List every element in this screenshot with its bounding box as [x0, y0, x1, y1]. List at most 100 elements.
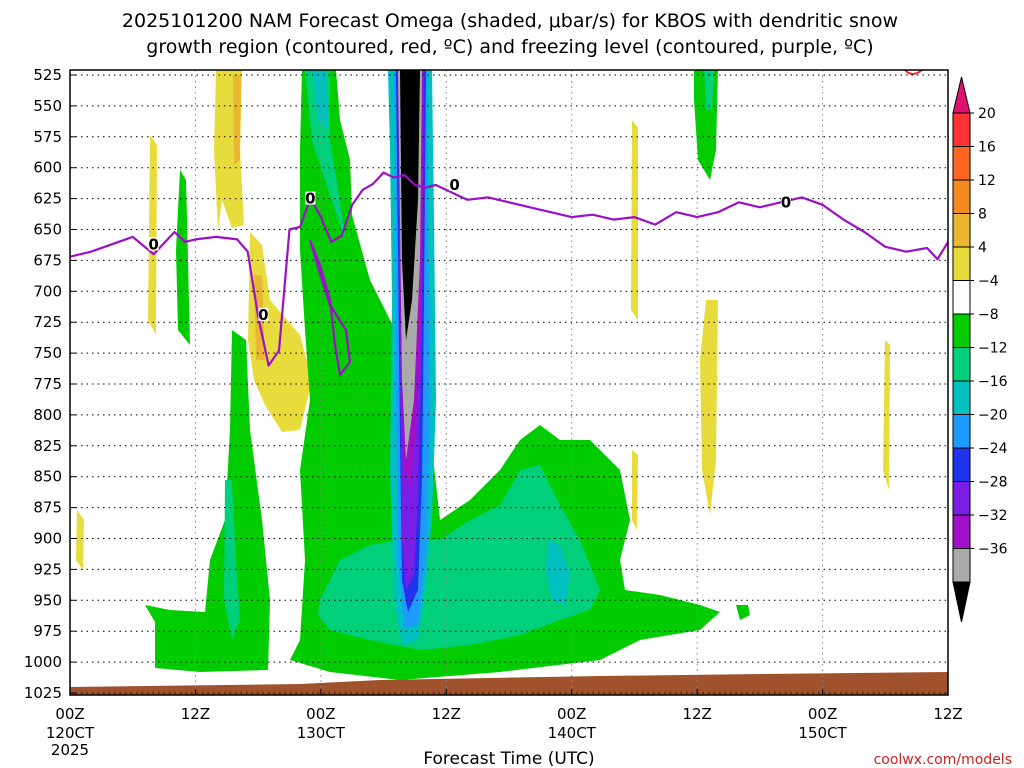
colorbar-swatch	[952, 179, 971, 214]
x-tick-date: 140CT	[548, 724, 597, 742]
y-tick-label: 625	[33, 190, 62, 208]
colorbar-label: −4	[978, 274, 999, 290]
colorbar-swatch	[952, 313, 971, 348]
x-tick-label: 12Z	[933, 705, 962, 723]
x-tick-date: 150CT	[798, 724, 847, 742]
y-tick-label: 775	[33, 375, 62, 393]
omega-teal-green-region	[318, 465, 600, 650]
x-tick-label: 12Z	[682, 705, 711, 723]
omega-teal-green-region	[305, 70, 345, 240]
y-tick-label: 800	[33, 406, 62, 424]
chart-title-line-2: growth region (contoured, red, ºC) and f…	[146, 36, 873, 58]
dgz-contour	[904, 70, 923, 75]
y-tick-label: 700	[33, 282, 62, 300]
freezing-level-label-bg	[780, 195, 791, 209]
colorbar-swatch	[952, 280, 971, 315]
colorbar-swatch	[952, 347, 971, 382]
freezing-level-label: 0	[781, 193, 791, 211]
x-tick-label: 00Z	[808, 705, 837, 723]
plot-frame	[69, 69, 949, 696]
colorbar-label: −28	[978, 475, 1008, 491]
omega-yellow-blob	[632, 450, 638, 530]
x-axis-label: Forecast Time (UTC)	[423, 749, 594, 768]
y-tick-label: 825	[33, 437, 62, 455]
colorbar-top-arrow	[952, 76, 971, 114]
freezing-level-label: 0	[148, 235, 158, 253]
x-tick-date: 120CT	[46, 724, 95, 742]
colorbar-label: −24	[978, 441, 1008, 457]
y-tick-label: 925	[33, 560, 62, 578]
omega-green-region	[736, 605, 750, 620]
x-tick-year: 2025	[51, 741, 89, 759]
freezing-level-label: 0	[449, 176, 459, 194]
colorbar-label: −32	[978, 508, 1008, 524]
freezing-level-label: 0	[305, 190, 315, 208]
y-tick-label: 650	[33, 221, 62, 239]
y-tick-label: 850	[33, 468, 62, 486]
omega-black-core	[400, 70, 420, 340]
x-tick-label: 12Z	[181, 705, 210, 723]
omega-yellow-blob	[700, 300, 718, 515]
y-tick-label: 750	[33, 344, 62, 362]
freezing-level-label: 0	[258, 306, 268, 324]
colorbar-label: −20	[978, 408, 1008, 424]
colorbar-swatch	[952, 481, 971, 516]
omega-teal-green-region	[704, 70, 714, 110]
colorbar-swatch	[952, 146, 971, 181]
freezing-level-label-bg	[449, 178, 460, 192]
freezing-level-label-bg	[148, 237, 159, 251]
omega-yellow-blob	[883, 340, 890, 490]
colorbar-swatch	[952, 548, 971, 583]
plot-area: 0 0 0 0 0	[70, 70, 948, 695]
gridlines	[70, 70, 948, 695]
colorbar-swatch	[952, 112, 971, 147]
chart-title-line-1: 2025101200 NAM Forecast Omega (shaded, μ…	[122, 10, 898, 32]
omega-green-region	[145, 330, 270, 672]
omega-yellow-blob	[76, 510, 84, 570]
x-tick-date: 130CT	[297, 724, 346, 742]
y-tick-label: 900	[33, 530, 62, 548]
colorbar-swatch	[952, 514, 971, 549]
colorbar-label: 4	[978, 240, 987, 256]
colorbar-label: 16	[978, 140, 996, 156]
colorbar: 20 16 12 8 4 −4 −8 −12 −16 −20 −24 −28 −32 −36	[952, 76, 1008, 623]
colorbar-label: −16	[978, 374, 1008, 390]
colorbar-swatch	[952, 246, 971, 281]
omega-cyan-region	[312, 70, 328, 130]
colorbar-label: −36	[978, 542, 1008, 558]
freezing-level-label-bg	[305, 191, 316, 205]
y-tick-label: 1000	[24, 653, 62, 671]
y-tick-label: 1025	[24, 684, 62, 702]
colorbar-label: −8	[978, 307, 999, 323]
omega-cyan-region	[546, 540, 570, 605]
colorbar-label: 20	[978, 106, 996, 122]
freezing-level-line	[70, 171, 948, 367]
colorbar-swatch	[952, 380, 971, 415]
y-tick-label: 575	[33, 128, 62, 146]
y-tick-label: 725	[33, 313, 62, 331]
y-tick-label: 675	[33, 251, 62, 269]
omega-orange-blob	[233, 75, 241, 165]
colorbar-bottom-arrow	[952, 581, 971, 623]
x-tick-label: 00Z	[55, 705, 84, 723]
y-axis: 525 550 575 600 625 650 675 700 725 750 775 800 825 8…	[24, 66, 76, 702]
x-tick-label: 00Z	[557, 705, 586, 723]
freezing-level-label-bg	[258, 307, 269, 321]
colorbar-label: −12	[978, 341, 1008, 357]
terrain-surface	[70, 672, 948, 695]
x-tick-label: 12Z	[432, 705, 461, 723]
freezing-level-closed-contour	[308, 239, 352, 378]
x-tick-label: 00Z	[306, 705, 335, 723]
omega-green-region	[176, 170, 190, 345]
credit-text: coolwx.com/models	[874, 752, 1012, 768]
omega-yellow-blob	[631, 120, 638, 320]
y-tick-label: 950	[33, 591, 62, 609]
omega-yellow-blob	[148, 135, 157, 335]
y-tick-label: 525	[33, 66, 62, 84]
y-tick-label: 600	[33, 159, 62, 177]
y-tick-label: 550	[33, 97, 62, 115]
freezing-level-labels: 0 0 0 0 0	[148, 176, 791, 324]
y-tick-label: 875	[33, 499, 62, 517]
